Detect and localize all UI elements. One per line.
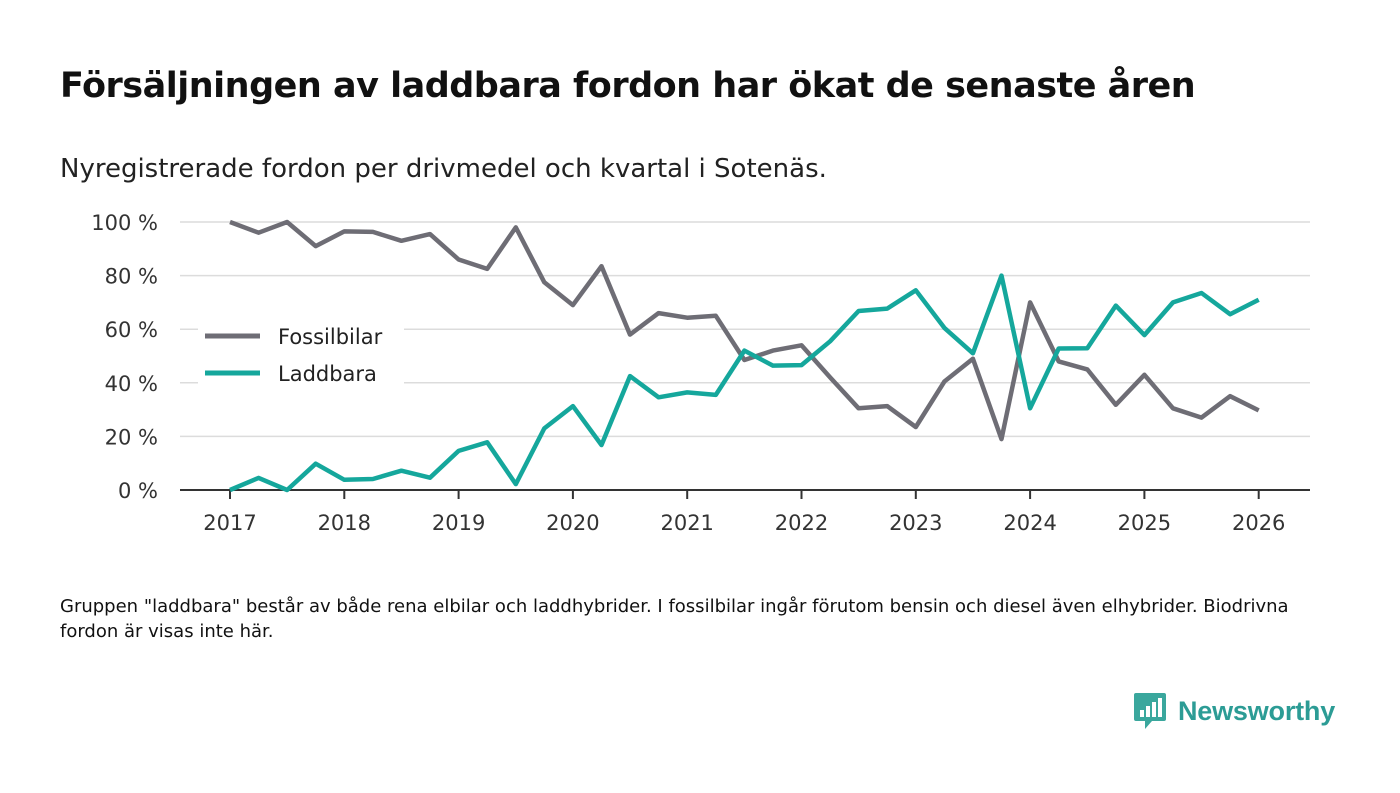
series-lines <box>229 219 1260 493</box>
y-tick-label: 40 % <box>105 372 158 396</box>
x-tick-label: 2019 <box>432 511 485 535</box>
x-axis-ticks: 2017 2018 2019 2020 2021 2022 2023 2024 2025 2026 <box>203 490 1285 535</box>
chart-subtitle: Nyregistrerade fordon per drivmedel och … <box>60 154 827 184</box>
y-tick-label: 60 % <box>105 318 158 342</box>
y-tick-label: 0 % <box>118 479 158 503</box>
x-tick-label: 2023 <box>889 511 942 535</box>
newsworthy-wordmark: Newsworthy <box>1178 695 1336 726</box>
y-tick-label: 100 % <box>91 211 158 235</box>
y-axis-ticks: 0 % 20 % 40 % 60 % 80 % 100 % <box>91 211 158 503</box>
line-chart: 0 % 20 % 40 % 60 % 80 % 100 % 2017 2018 2019 202… <box>91 211 1310 535</box>
y-tick-label: 20 % <box>105 425 158 449</box>
chart-title: Försäljningen av laddbara fordon har öka… <box>60 66 1196 106</box>
x-tick-label: 2026 <box>1232 511 1285 535</box>
newsworthy-icon <box>1134 693 1166 729</box>
y-tick-label: 80 % <box>105 265 158 289</box>
legend-label: Laddbara <box>278 362 377 386</box>
series-line-laddbara <box>229 273 1260 493</box>
x-tick-label: 2018 <box>318 511 371 535</box>
legend-label: Fossilbilar <box>278 325 383 349</box>
x-tick-label: 2020 <box>546 511 599 535</box>
grid-lines <box>180 221 1310 491</box>
newsworthy-logo[interactable]: Newsworthy <box>1132 691 1335 731</box>
legend: Fossilbilar Laddbara <box>198 316 404 396</box>
footnote: Gruppen "laddbara" består av både rena e… <box>60 596 1289 642</box>
x-tick-label: 2017 <box>203 511 256 535</box>
legend-background <box>198 316 404 396</box>
x-tick-label: 2025 <box>1118 511 1171 535</box>
x-tick-label: 2022 <box>775 511 828 535</box>
x-tick-label: 2021 <box>660 511 713 535</box>
series-line-fossilbilar <box>229 219 1260 442</box>
x-tick-label: 2024 <box>1003 511 1056 535</box>
